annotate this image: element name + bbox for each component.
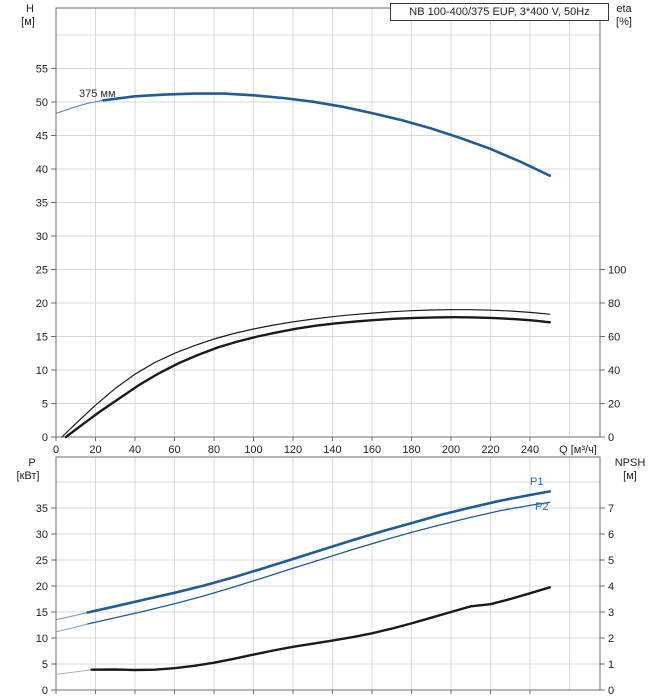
left-tick-label: 55 (36, 64, 48, 76)
right-tick-label: 3 (608, 607, 614, 619)
left-tick-label: 35 (36, 503, 48, 515)
right-tick-label: 6 (608, 529, 614, 541)
plot-frame (55, 456, 601, 691)
right-tick-label: 60 (608, 332, 620, 344)
left-tick-label: 20 (36, 298, 48, 310)
right-tick-label: 0 (608, 685, 614, 697)
x-tick-label: 100 (244, 444, 262, 455)
right-tick-label: 7 (608, 503, 614, 515)
right-tick-label: 100 (608, 265, 626, 277)
x-tick-label: 220 (481, 444, 499, 455)
x-tick-label: 240 (521, 444, 539, 455)
p2-curve-label: P2 (535, 501, 549, 513)
p2-curve (86, 501, 551, 625)
right-tick-label: 0 (608, 432, 614, 444)
left-tick-label: 5 (42, 399, 48, 411)
left-tick-label: 35 (36, 198, 48, 210)
npsh-axis-name: NPSH (614, 457, 646, 469)
head-curve-375mm (102, 92, 552, 177)
left-tick-label: 20 (36, 581, 48, 593)
right-tick-label: 40 (608, 365, 620, 377)
right-tick-label: 5 (608, 555, 614, 567)
x-tick-label: 200 (442, 444, 460, 455)
x-tick-label: 0 (53, 444, 59, 455)
left-tick-label: 25 (36, 265, 48, 277)
right-tick-label: 4 (608, 581, 614, 593)
left-tick-label: 15 (36, 607, 48, 619)
impeller-diameter-label: 375 мм (79, 88, 116, 100)
top-chart-canvas: 0 20 40 60 80 100 120 140 160 180 200 220 240 Q [м³/ч… (36, 7, 626, 455)
pump-title-box: NB 100-400/375 EUP, 3*400 V, 50Hz (390, 3, 609, 21)
p1-thin-extension (55, 611, 89, 621)
p-axis-name: P (28, 457, 36, 469)
x-tick-label: 180 (402, 444, 420, 455)
left-tick-label: 15 (36, 332, 48, 344)
left-tick-label: 10 (36, 365, 48, 377)
right-tick-label: 2 (608, 633, 614, 645)
left-tick-label: 0 (42, 685, 48, 697)
p-axis-unit: [кВт] (16, 470, 40, 482)
x-tick-label: 80 (208, 444, 220, 455)
bottom-chart-canvas: 0 5 10 15 20 25 30 35 0 1 2 3 4 5 6 7 (36, 456, 614, 697)
left-tick-label: 5 (42, 659, 48, 671)
eta-curve-lower (64, 316, 551, 439)
left-tick-label: 30 (36, 529, 48, 541)
x-tick-label: 160 (363, 444, 381, 455)
npsh-curve (90, 586, 551, 672)
left-tick-label: 30 (36, 231, 48, 243)
x-tick-label: 120 (284, 444, 302, 455)
right-tick-label: 80 (608, 298, 620, 310)
left-tick-label: 40 (36, 164, 48, 176)
left-tick-label: 25 (36, 555, 48, 567)
x-tick-label: 40 (129, 444, 141, 455)
right-tick-label: 20 (608, 399, 620, 411)
npsh-axis-unit: [м] (623, 470, 637, 482)
x-tick-label: 60 (168, 444, 180, 455)
p1-curve-label: P1 (530, 476, 544, 488)
eta-axis-name: eta (616, 3, 632, 15)
left-tick-label: 50 (36, 97, 48, 109)
right-tick-label: 1 (608, 659, 614, 671)
x-axis-label: Q [м³/ч] (559, 444, 597, 455)
npsh-thin-extension (55, 669, 93, 675)
h-axis-unit: [м] (21, 16, 35, 28)
left-tick-label: 10 (36, 633, 48, 645)
p1-curve (86, 490, 552, 614)
left-tick-label: 0 (42, 432, 48, 444)
x-tick-label: 140 (323, 444, 341, 455)
left-tick-label: 45 (36, 131, 48, 143)
p2-thin-extension (55, 623, 89, 633)
eta-curve-upper (61, 309, 551, 438)
h-axis-name: H (26, 3, 34, 15)
x-tick-label: 20 (89, 444, 101, 455)
eta-axis-unit: [%] (616, 16, 632, 28)
plot-frame (55, 7, 601, 438)
